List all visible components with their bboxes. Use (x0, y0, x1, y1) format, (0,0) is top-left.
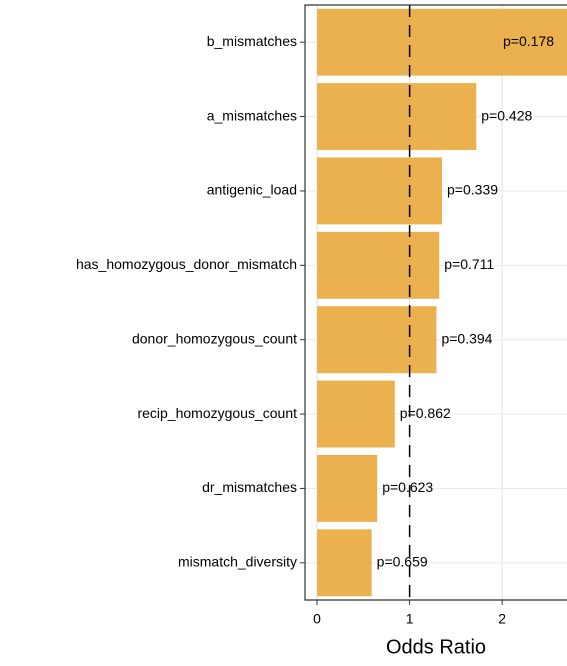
p-label: p=0.178 (503, 33, 554, 49)
y-tick-label: b_mismatches (207, 33, 297, 49)
bar (317, 306, 437, 374)
panel-border (304, 4, 567, 601)
bar (317, 454, 378, 522)
y-tick-label: dr_mismatches (202, 479, 297, 495)
y-tick-label: antigenic_load (207, 182, 297, 198)
y-tick-label: donor_homozygous_count (132, 330, 297, 346)
bar (317, 157, 443, 225)
x-tick-label: 0 (313, 611, 321, 627)
p-label: p=0.659 (377, 554, 428, 570)
bar (317, 231, 440, 299)
y-tick-label: a_mismatches (207, 107, 297, 123)
p-label: p=0.339 (447, 182, 498, 198)
bar (317, 380, 395, 448)
x-tick-label: 1 (406, 611, 414, 627)
bar (317, 83, 477, 151)
x-tick-label: 2 (498, 611, 506, 627)
p-label: p=0.428 (481, 107, 532, 123)
bar (317, 8, 567, 76)
p-label: p=0.394 (441, 330, 492, 346)
y-tick-label: mismatch_diversity (178, 554, 297, 570)
bar (317, 529, 372, 597)
p-label: p=0.862 (400, 405, 451, 421)
p-label: p=0.711 (444, 256, 494, 272)
y-tick-label: has_homozygous_donor_mismatch (76, 256, 297, 272)
p-label: p=0.623 (382, 479, 433, 495)
x-axis-label: Odds Ratio (386, 636, 486, 658)
y-tick-label: recip_homozygous_count (137, 405, 297, 421)
